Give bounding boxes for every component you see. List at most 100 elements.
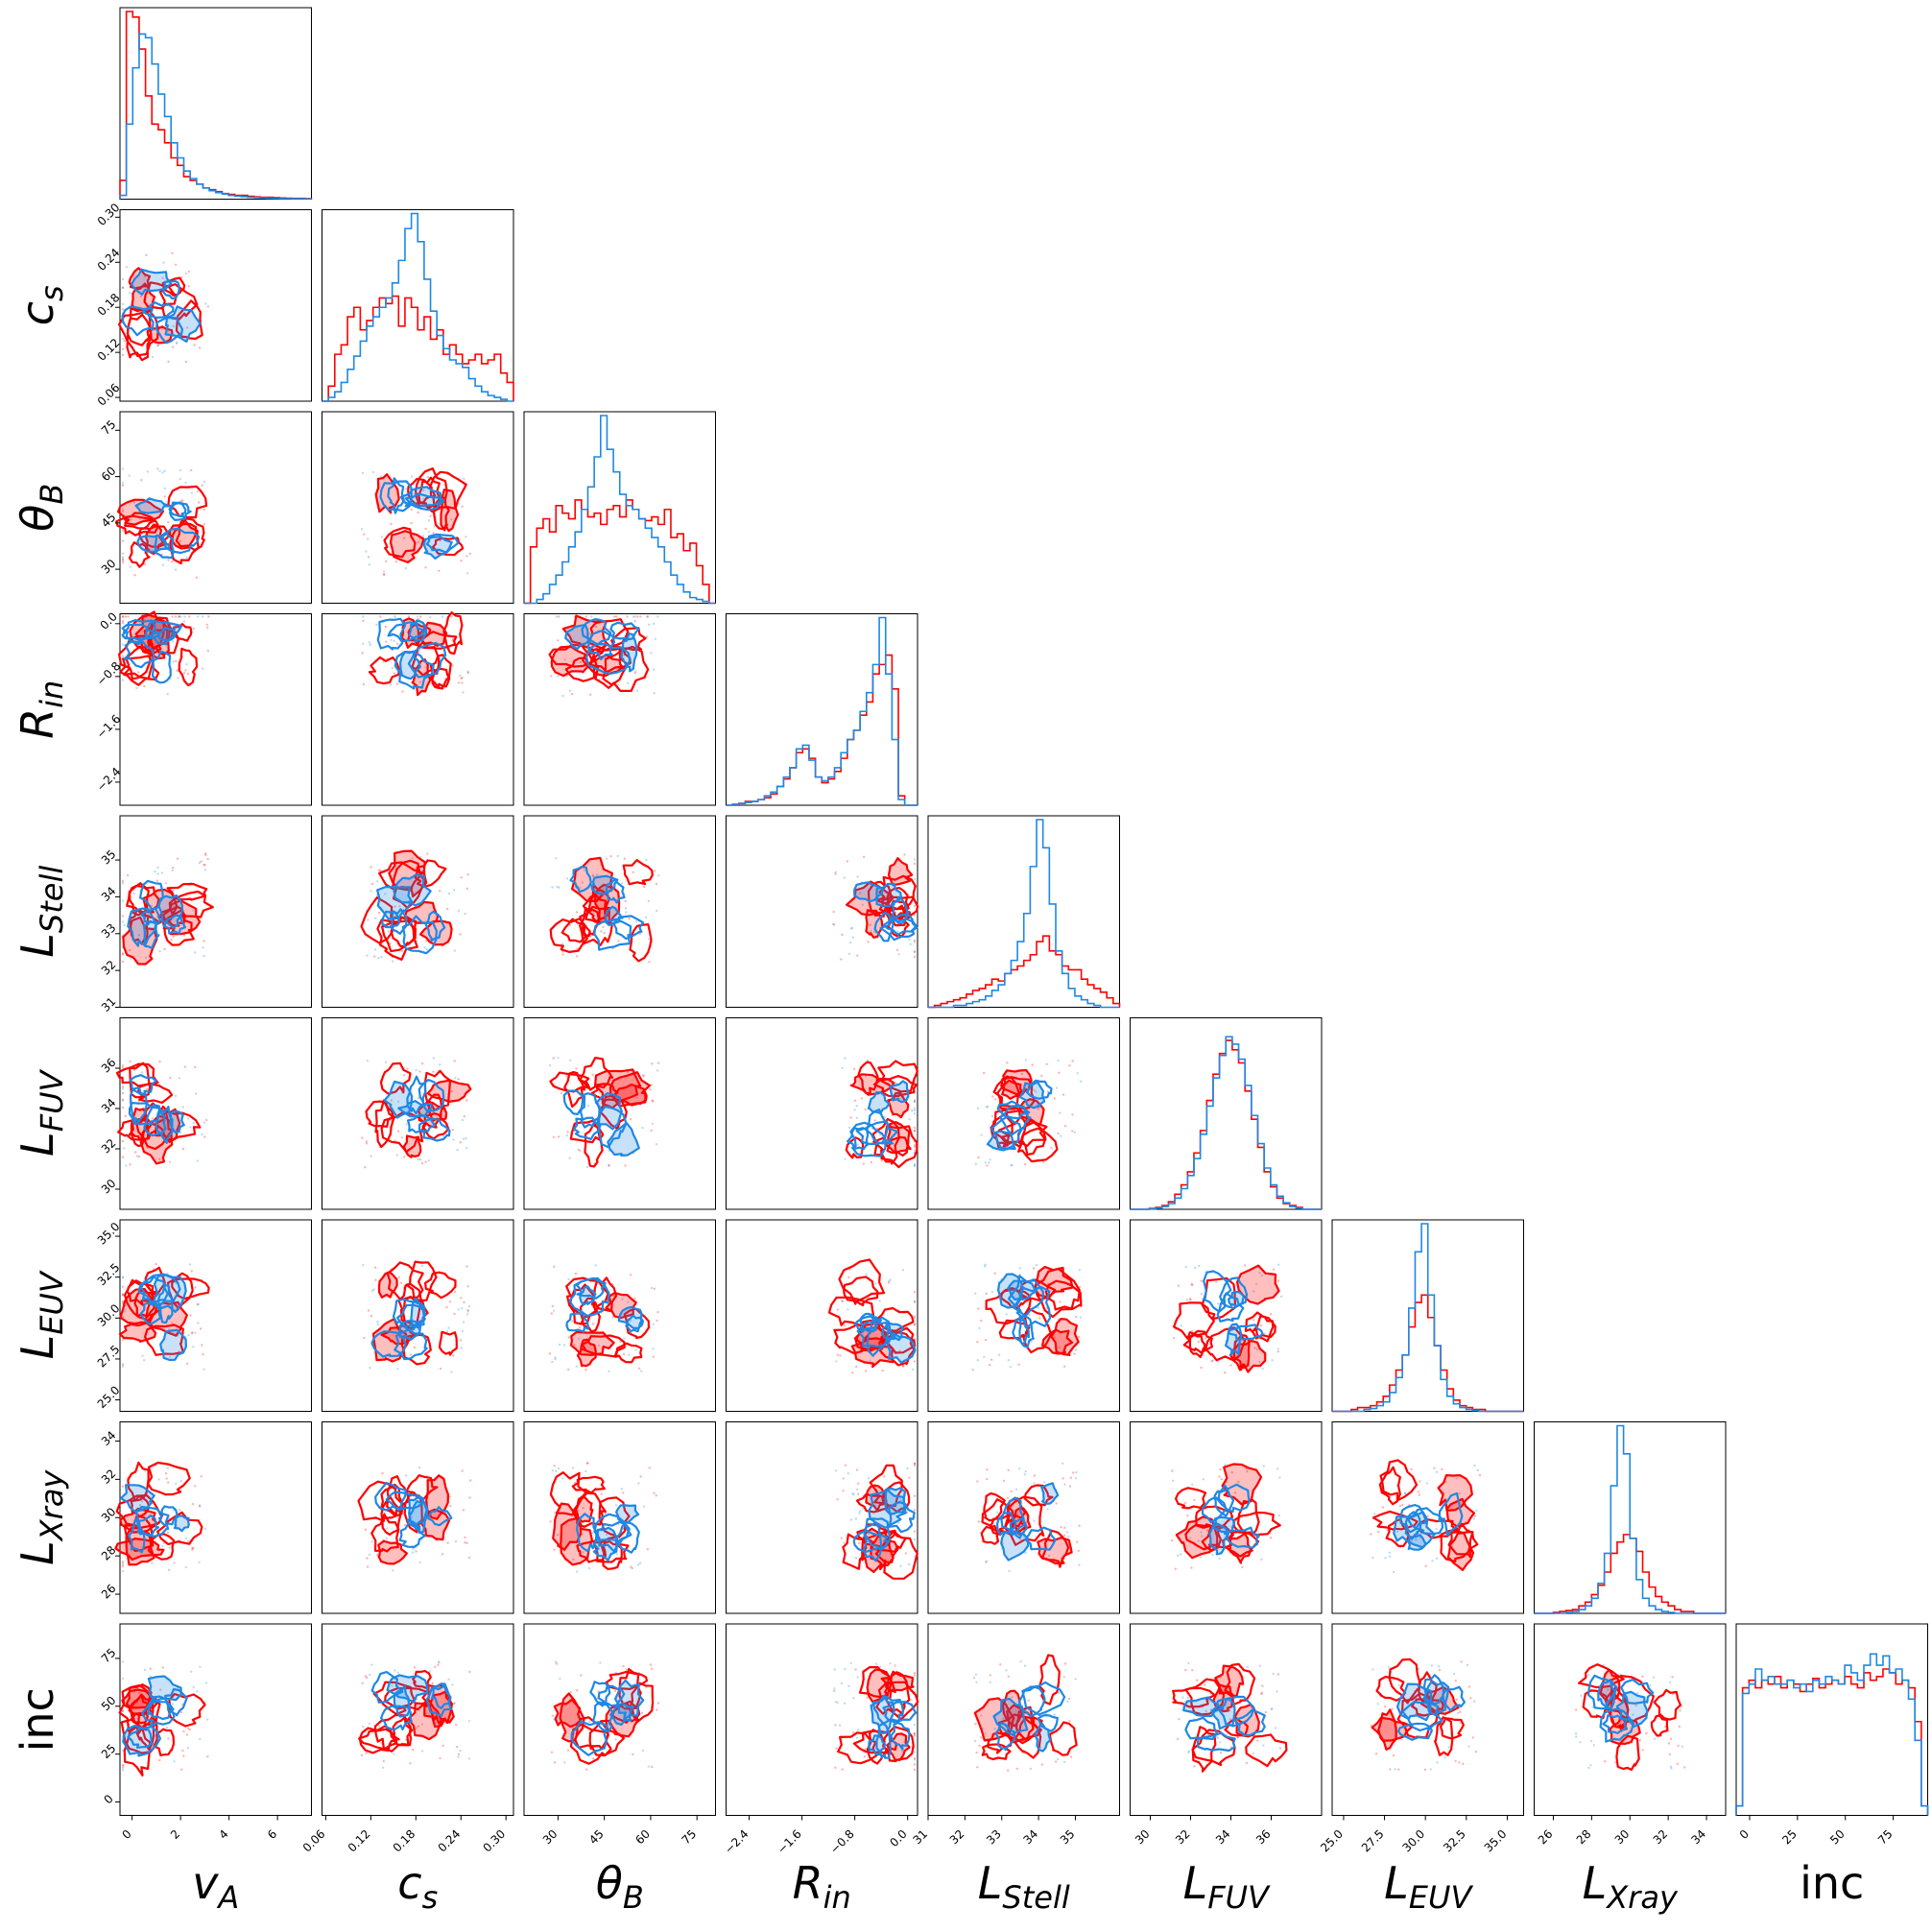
contour-red [1224,1662,1256,1705]
scatter-point [1478,1473,1482,1477]
scatter-point [203,869,207,871]
scatter-point [859,1510,862,1513]
scatter-point [1219,1752,1223,1754]
scatter-point [434,1665,437,1668]
scatter-point [1255,1282,1258,1286]
scatter-point [165,1726,169,1729]
scatter-point [855,1116,859,1120]
scatter-point [913,1734,917,1737]
scatter-point [854,1517,858,1520]
scatter-point [997,1353,1001,1356]
scatter-point [417,540,420,543]
contour-red [594,1068,642,1109]
contour-blue [1007,1275,1044,1318]
scatter-point [1205,1337,1207,1340]
scatter-point [1040,1763,1044,1766]
scatter-point [432,1070,435,1073]
scatter-point [989,1363,991,1367]
scatter-point [151,1117,154,1120]
scatter-point [392,960,394,963]
scatter-point [1195,1679,1199,1682]
scatter-point [368,641,371,644]
scatter-point [368,563,371,566]
scatter-point [129,1163,131,1166]
x-tick-label: 6 [265,1827,279,1842]
contour-blue [1015,1285,1052,1329]
scatter-point [908,1118,911,1121]
scatter-point [424,1160,427,1163]
scatter-point [1190,1282,1194,1286]
scatter-point [420,1723,424,1726]
x-tick-label: 28 [1574,1827,1594,1848]
scatter-point [185,556,188,560]
scatter-point [175,659,178,663]
y-tick-label: 60 [99,464,119,484]
x-tick-label: 34 [1688,1827,1708,1848]
scatter-point [653,870,656,872]
scatter-point [1198,1264,1201,1268]
scatter-point [987,1105,990,1109]
scatter-point [460,677,463,680]
scatter-point [984,1731,987,1735]
contour-red [175,299,203,341]
scatter-point [194,1092,198,1095]
scatter-point [904,1552,907,1555]
panel-frame [322,1623,514,1816]
scatter-point [396,1368,399,1371]
scatter-point [913,1129,917,1133]
scatter-point [1061,1093,1065,1096]
scatter-point [175,342,179,345]
scatter-point [986,1164,989,1167]
scatter-point [121,286,125,289]
scatter-point [365,1676,369,1680]
scatter-point [1575,1735,1578,1738]
contour-red [126,1279,155,1306]
scatter-point [203,864,206,867]
scatter-point [361,1136,364,1139]
contour-red [433,496,450,531]
scatter-point [1233,1491,1237,1494]
contour-blue [427,1506,453,1527]
scatter-point [1178,1718,1181,1721]
scatter-point [1264,1710,1268,1714]
scatter-point [410,475,414,478]
contour-red [1184,1524,1222,1551]
scatter-point [158,950,161,953]
scatter-point [203,1368,205,1371]
x-tick-label: 60 [632,1827,653,1848]
contour-blue [990,1115,1023,1151]
scatter-point [1042,1160,1045,1163]
y-tick-label: −2.4 [94,765,124,795]
contour-blue [1213,1484,1235,1517]
scatter-point [587,1566,591,1570]
contour-blue [425,1684,452,1718]
y-tick-label: 50 [99,1694,119,1714]
scatter-point [465,1313,469,1316]
scatter-point [1277,1263,1280,1267]
scatter-point [548,1352,552,1355]
scatter-point [121,510,125,513]
scatter-point [171,251,174,254]
scatter-point [1045,1062,1048,1066]
contour-blue [168,501,187,517]
contour-red [1228,1532,1252,1564]
scatter-point [203,1121,205,1124]
contour-blue [424,910,446,942]
scatter-point [913,1100,917,1104]
contour-blue [164,305,202,343]
scatter-point [203,1527,206,1531]
scatter-point [121,643,125,646]
scatter-point [558,886,561,889]
scatter-point [421,535,425,537]
contour-red [576,1539,608,1563]
scatter-point [632,871,634,873]
y-tick-label: −1.6 [94,712,124,742]
scatter-point [362,619,365,622]
scatter-point [366,1060,370,1062]
contour-red [118,1322,157,1343]
scatter-point [650,1129,653,1133]
scatter-point [1063,1662,1067,1665]
scatter-point [852,1493,855,1496]
scatter-point [1417,1491,1420,1493]
scatter-point [1006,1496,1010,1500]
